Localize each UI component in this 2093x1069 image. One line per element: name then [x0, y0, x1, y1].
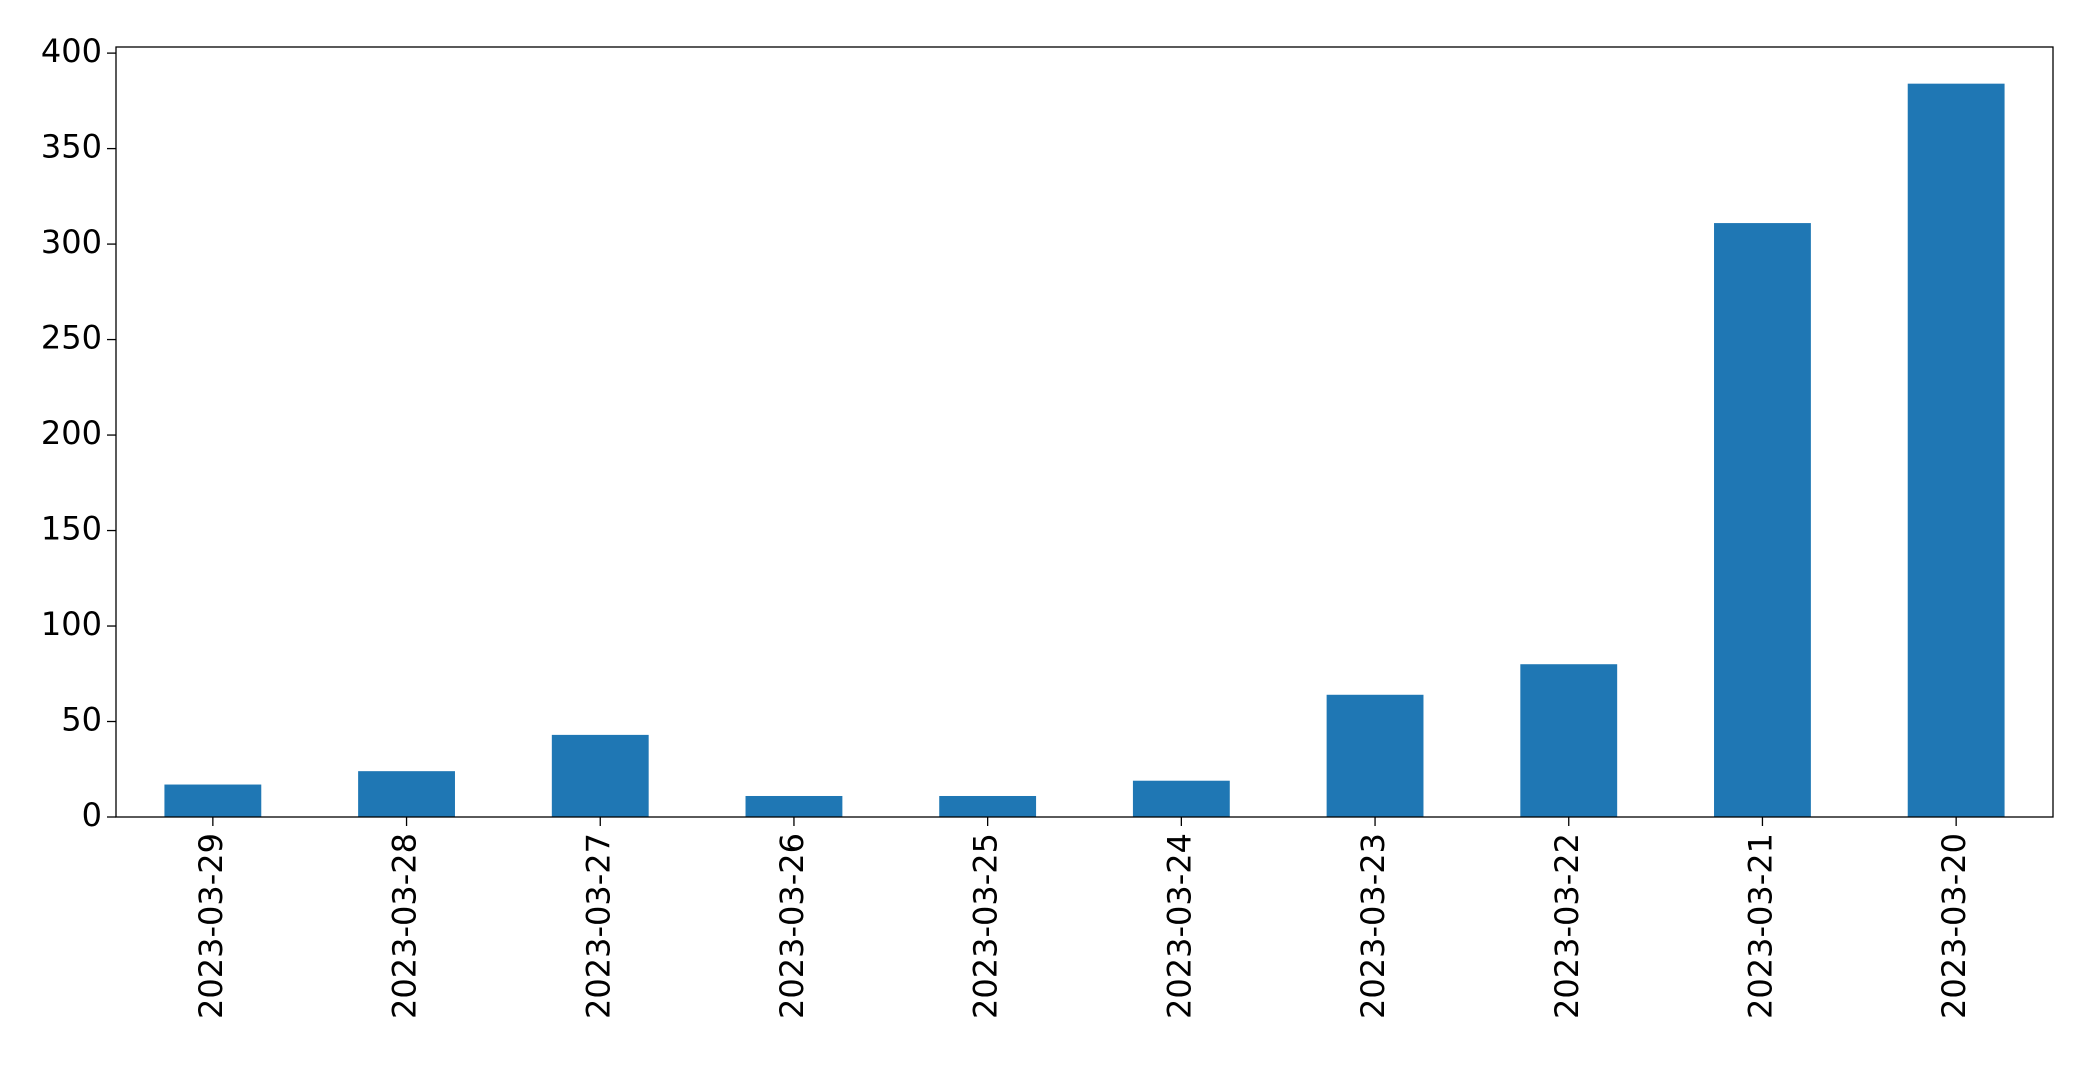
y-tick-label: 50	[61, 701, 102, 739]
axes-frame	[115, 46, 2054, 818]
y-tick-label: 0	[82, 796, 102, 834]
y-tick-label: 350	[41, 128, 102, 166]
bar	[358, 771, 455, 817]
bar	[745, 795, 843, 817]
bar	[1520, 664, 1618, 817]
bar	[1714, 223, 1811, 817]
x-tick-label: 2023-03-24	[1160, 833, 1198, 1019]
x-tick-label: 2023-03-20	[1935, 833, 1973, 1019]
x-tick-label: 2023-03-29	[192, 833, 230, 1019]
y-tick-label: 200	[41, 414, 102, 452]
x-tick-label: 2023-03-26	[773, 833, 811, 1019]
bar	[1907, 83, 2005, 817]
x-tick-label: 2023-03-23	[1354, 833, 1392, 1019]
x-tick-label: 2023-03-21	[1741, 833, 1779, 1019]
x-tick-label: 2023-03-27	[579, 833, 617, 1019]
x-tick-label: 2023-03-25	[967, 833, 1005, 1019]
y-tick-label: 400	[41, 32, 102, 70]
bar	[551, 734, 649, 817]
bar	[939, 795, 1037, 817]
y-tick-label: 300	[41, 223, 102, 261]
y-tick-label: 150	[41, 510, 102, 548]
bar	[164, 784, 262, 817]
bar	[1132, 780, 1230, 817]
x-tick-label: 2023-03-28	[386, 833, 424, 1019]
y-tick-label: 250	[41, 319, 102, 357]
bar	[1326, 694, 1424, 817]
x-tick-label: 2023-03-22	[1548, 833, 1586, 1019]
y-tick-label: 100	[41, 605, 102, 643]
